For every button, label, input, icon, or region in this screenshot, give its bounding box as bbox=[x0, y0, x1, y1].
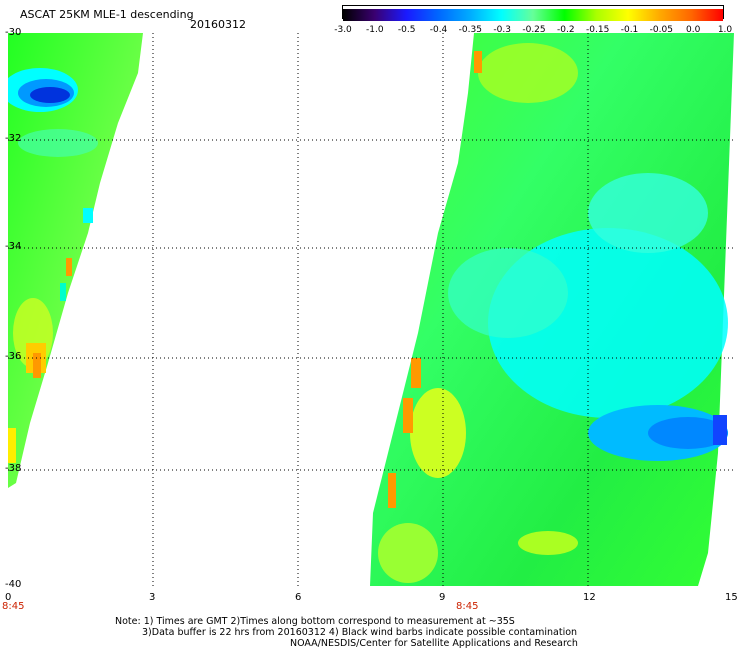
lat-label-32: -32 bbox=[5, 133, 22, 144]
lat-label-34: -34 bbox=[5, 241, 22, 252]
lon-label-9: 9 bbox=[439, 592, 446, 603]
grid bbox=[8, 33, 734, 586]
colorbar-label: -0.35 bbox=[458, 25, 482, 35]
map-title: ASCAT 25KM MLE-1 descending bbox=[20, 8, 194, 21]
colorbar-label: -3.0 bbox=[334, 25, 352, 35]
colorbar-label: -0.3 bbox=[493, 25, 511, 35]
colorbar-label: -0.1 bbox=[620, 25, 639, 35]
lon-label-12: 12 bbox=[583, 592, 596, 603]
note-line-2: 3)Data buffer is 22 hrs from 20160312 4)… bbox=[142, 627, 578, 638]
lon-label-3: 3 bbox=[149, 592, 156, 603]
time-label-left: 8:45 bbox=[2, 601, 25, 612]
colorbar-label: -0.15 bbox=[586, 25, 610, 35]
time-label-right: 8:45 bbox=[456, 601, 479, 612]
colorbar-label: 1.0 bbox=[717, 25, 733, 35]
colorbar-labels: -3.0 -1.0 -0.5 -0.4 -0.35 -0.3 -0.25 -0.2 -0.15-… bbox=[330, 25, 740, 37]
colorbar-label: -0.2 bbox=[557, 25, 575, 35]
lat-label-38: -38 bbox=[5, 463, 22, 474]
lon-label-0: 0 bbox=[5, 592, 12, 603]
colorbar bbox=[342, 5, 724, 21]
colorbar-label: 0.0 bbox=[685, 25, 701, 35]
right-swath bbox=[370, 33, 734, 586]
colorbar-label: -0.5 bbox=[397, 25, 416, 35]
lon-label-6: 6 bbox=[295, 592, 302, 603]
lat-label-40: -40 bbox=[5, 579, 22, 590]
lat-label-36: -36 bbox=[5, 351, 22, 362]
colorbar-label: -0.05 bbox=[649, 25, 673, 35]
left-swath bbox=[8, 33, 143, 488]
map-date: 20160312 bbox=[190, 18, 246, 31]
colorbar-label: -0.4 bbox=[429, 25, 448, 35]
note-line-1: Note: 1) Times are GMT 2)Times along bot… bbox=[115, 616, 515, 627]
colorbar-label: -0.25 bbox=[522, 25, 546, 35]
lat-label-30: -30 bbox=[5, 27, 22, 38]
colorbar-fill bbox=[343, 9, 723, 21]
colorbar-gradient bbox=[343, 9, 723, 21]
lon-label-15: 15 bbox=[725, 592, 738, 603]
swath-map bbox=[8, 33, 734, 586]
colorbar-label: -1.0 bbox=[366, 25, 384, 35]
note-line-3: NOAA/NESDIS/Center for Satellite Applica… bbox=[290, 638, 578, 649]
